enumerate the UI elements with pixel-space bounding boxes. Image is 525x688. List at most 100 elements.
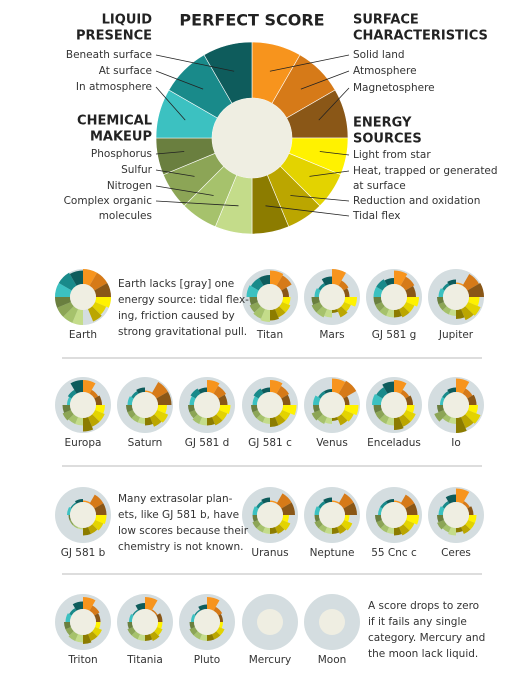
score-wedge — [378, 507, 383, 515]
score-wedge — [332, 417, 339, 421]
body-name: Europa — [65, 437, 102, 449]
body-center — [257, 502, 283, 528]
score-wedge — [252, 409, 261, 419]
score-wedge — [145, 597, 158, 611]
score-wedge — [462, 388, 473, 399]
body-name: Triton — [67, 654, 97, 666]
score-wedge — [55, 283, 72, 297]
score-wedge — [332, 309, 339, 313]
score-wedge — [67, 389, 77, 399]
score-wedge — [261, 497, 270, 504]
body-center — [319, 392, 345, 418]
note: category. Mercury and — [368, 632, 485, 644]
score-wedge — [400, 276, 415, 291]
score-wedge — [77, 527, 83, 530]
group-title: MAKEUP — [90, 130, 152, 145]
score-wedge — [145, 390, 153, 394]
score-wedge — [156, 613, 163, 622]
score-wedge — [127, 396, 134, 405]
score-wedge — [94, 613, 101, 622]
score-wedge — [380, 501, 388, 509]
score-wedge — [456, 309, 465, 319]
score-wedge — [157, 622, 163, 629]
score-wedge — [198, 604, 207, 611]
score-wedge — [456, 488, 470, 504]
score-wedge — [442, 524, 452, 533]
segment-label: Heat, trapped or generated — [353, 165, 498, 177]
score-wedge — [341, 301, 351, 312]
score-wedge — [131, 631, 141, 640]
score-wedge — [375, 515, 382, 523]
score-wedge — [462, 274, 479, 291]
score-wedge — [394, 417, 404, 430]
score-wedge — [154, 409, 169, 423]
score-wedge — [460, 306, 474, 321]
score-wedge — [70, 502, 77, 509]
score-wedge — [207, 597, 220, 611]
score-wedge — [400, 494, 415, 509]
score-wedge — [437, 405, 444, 413]
score-wedge — [75, 634, 83, 643]
score-wedge — [386, 527, 394, 534]
score-wedge — [92, 626, 102, 637]
score-wedge — [405, 286, 416, 297]
score-wedge — [189, 409, 198, 419]
score-wedge — [151, 382, 168, 399]
score-wedge — [394, 309, 402, 318]
score-wedge — [216, 409, 228, 421]
body-center — [194, 609, 220, 635]
body-center — [257, 392, 283, 418]
score-wedge — [311, 297, 320, 305]
chart-title: PERFECT SCORE — [179, 11, 324, 30]
score-wedge — [403, 409, 416, 422]
score-wedge — [403, 519, 415, 531]
score-wedge — [316, 306, 328, 318]
score-wedge — [343, 396, 350, 405]
score-wedge — [219, 622, 223, 629]
score-wedge — [437, 515, 444, 523]
score-wedge — [89, 272, 108, 291]
score-wedge — [157, 405, 167, 414]
score-wedge — [87, 306, 102, 322]
score-wedge — [468, 405, 478, 414]
score-wedge — [127, 626, 136, 636]
note: low scores because their — [118, 525, 249, 537]
segment-label: Phosphorus — [91, 148, 152, 160]
score-wedge — [270, 309, 279, 321]
score-wedge — [218, 614, 223, 622]
score-wedge — [151, 609, 158, 616]
body-center — [319, 609, 345, 635]
body-name: Jupiter — [438, 329, 474, 341]
body-name: Saturn — [128, 437, 163, 449]
score-wedge — [145, 417, 153, 426]
score-wedge — [344, 515, 350, 522]
score-wedge — [336, 524, 347, 534]
score-wedge — [89, 605, 100, 616]
score-wedge — [281, 287, 289, 297]
score-wedge — [72, 601, 83, 611]
score-wedge — [467, 394, 477, 405]
leader-line — [265, 205, 350, 217]
group-title: LIQUID — [102, 13, 153, 28]
score-wedge — [313, 405, 320, 413]
segment-label: Solid land — [353, 49, 405, 61]
score-wedge — [252, 396, 259, 405]
score-wedge — [67, 507, 72, 515]
score-wedge — [270, 270, 284, 286]
score-wedge — [270, 380, 283, 394]
score-wedge — [246, 285, 259, 297]
leader-line — [155, 169, 195, 177]
score-wedge — [256, 501, 264, 509]
score-wedge — [434, 409, 447, 422]
score-wedge — [437, 297, 444, 305]
score-wedge — [376, 387, 388, 399]
score-wedge — [332, 378, 346, 394]
score-wedge — [465, 301, 481, 316]
score-wedge — [343, 502, 357, 515]
body-name: Pluto — [194, 654, 220, 666]
body-name: GJ 581 b — [61, 547, 106, 559]
score-wedge — [394, 380, 407, 394]
score-wedge — [373, 286, 383, 297]
score-wedge — [92, 519, 104, 531]
score-wedge — [448, 417, 456, 424]
